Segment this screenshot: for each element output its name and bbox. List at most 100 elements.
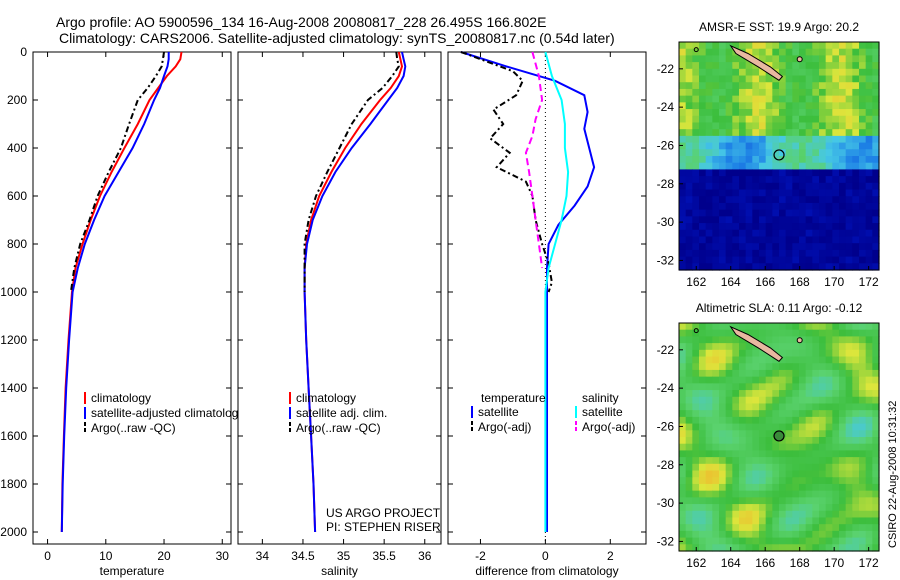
map-cell <box>685 209 693 217</box>
map-cell <box>859 122 867 130</box>
map-cell <box>792 497 800 505</box>
map-cell <box>699 102 707 110</box>
map-cell <box>679 109 687 117</box>
map-cell <box>679 55 687 63</box>
map-cell <box>799 349 807 358</box>
map-cell <box>852 423 860 431</box>
map-cell <box>799 396 807 405</box>
map-cell <box>825 169 833 177</box>
map-cell <box>852 102 860 110</box>
map-cell <box>759 196 767 204</box>
map-cell <box>712 48 720 57</box>
map-cell <box>825 256 833 264</box>
map-cell <box>865 329 873 338</box>
map-cell <box>792 544 800 552</box>
map-cell <box>865 457 873 465</box>
map-cell <box>819 142 827 150</box>
map-cell <box>839 517 847 525</box>
map-cell <box>745 470 753 478</box>
map-cell <box>845 450 853 458</box>
map-cell <box>805 209 813 217</box>
map-cell <box>719 430 727 438</box>
map-cell <box>779 524 787 532</box>
map-cell <box>872 323 880 331</box>
map-cell <box>759 42 767 50</box>
map-cell <box>745 477 753 485</box>
map-cell <box>859 437 867 445</box>
map-cell <box>745 396 753 405</box>
map-cell <box>732 209 740 217</box>
map-cell <box>739 483 747 492</box>
map-cell <box>719 189 727 197</box>
map-cell <box>845 517 853 525</box>
map-cell <box>719 323 727 331</box>
map-cell <box>719 249 727 258</box>
map-cell <box>812 323 820 331</box>
map-cell <box>839 336 847 344</box>
map-cell <box>679 75 687 83</box>
map-cell <box>739 196 747 204</box>
map-cell <box>705 490 713 498</box>
map-cell <box>765 329 773 338</box>
map-cell <box>852 229 860 238</box>
map-cell <box>812 349 820 358</box>
map-cell <box>679 383 687 391</box>
map-cell <box>852 182 860 191</box>
plot-frame <box>237 51 442 545</box>
map-cell <box>825 236 833 244</box>
map-cell <box>852 135 860 144</box>
map-cell <box>759 109 767 117</box>
map-cell <box>845 122 853 130</box>
map-cell <box>852 510 860 519</box>
map-cell <box>819 149 827 157</box>
map-cell <box>779 497 787 505</box>
map-cell <box>859 162 867 171</box>
map-cell <box>732 223 740 231</box>
map-cell <box>739 256 747 264</box>
map-cell <box>845 202 853 211</box>
map-cell <box>779 530 787 539</box>
map-cell <box>759 497 767 505</box>
map-cell <box>725 363 733 371</box>
map-cell <box>679 129 687 137</box>
map-cell <box>805 483 813 492</box>
map-cell <box>845 416 853 425</box>
map-cell <box>859 363 867 371</box>
map-cell <box>725 390 733 398</box>
map-cell <box>872 443 880 452</box>
map-cell <box>839 410 847 418</box>
y-tick-label: 400 <box>7 141 27 155</box>
map-cell <box>792 483 800 492</box>
map-cell <box>732 162 740 171</box>
x-tick-label: 166 <box>755 275 775 289</box>
map-cell <box>732 497 740 505</box>
map-cell <box>839 510 847 519</box>
map-cell <box>745 209 753 217</box>
map-cell <box>852 48 860 57</box>
map-cell <box>732 236 740 244</box>
map-cell <box>832 229 840 238</box>
map-cell <box>752 323 760 331</box>
map-cell <box>825 88 833 97</box>
map-cell <box>859 169 867 177</box>
map-cell <box>825 209 833 217</box>
map-cell <box>839 477 847 485</box>
map-cell <box>759 236 767 244</box>
map-cell <box>799 109 807 117</box>
map-cell <box>732 323 740 331</box>
map-cell <box>859 48 867 57</box>
map-cell <box>712 55 720 63</box>
map-cell <box>785 510 793 519</box>
map-cell <box>779 410 787 418</box>
map-cell <box>679 48 687 57</box>
map-cell <box>679 457 687 465</box>
map-cell <box>785 169 793 177</box>
map-cell <box>859 129 867 137</box>
map-cell <box>825 463 833 472</box>
map-cell <box>825 202 833 211</box>
map-cell <box>779 223 787 231</box>
map-cell <box>779 182 787 191</box>
map-cell <box>819 115 827 124</box>
map-cell <box>785 223 793 231</box>
map-cell <box>825 497 833 505</box>
